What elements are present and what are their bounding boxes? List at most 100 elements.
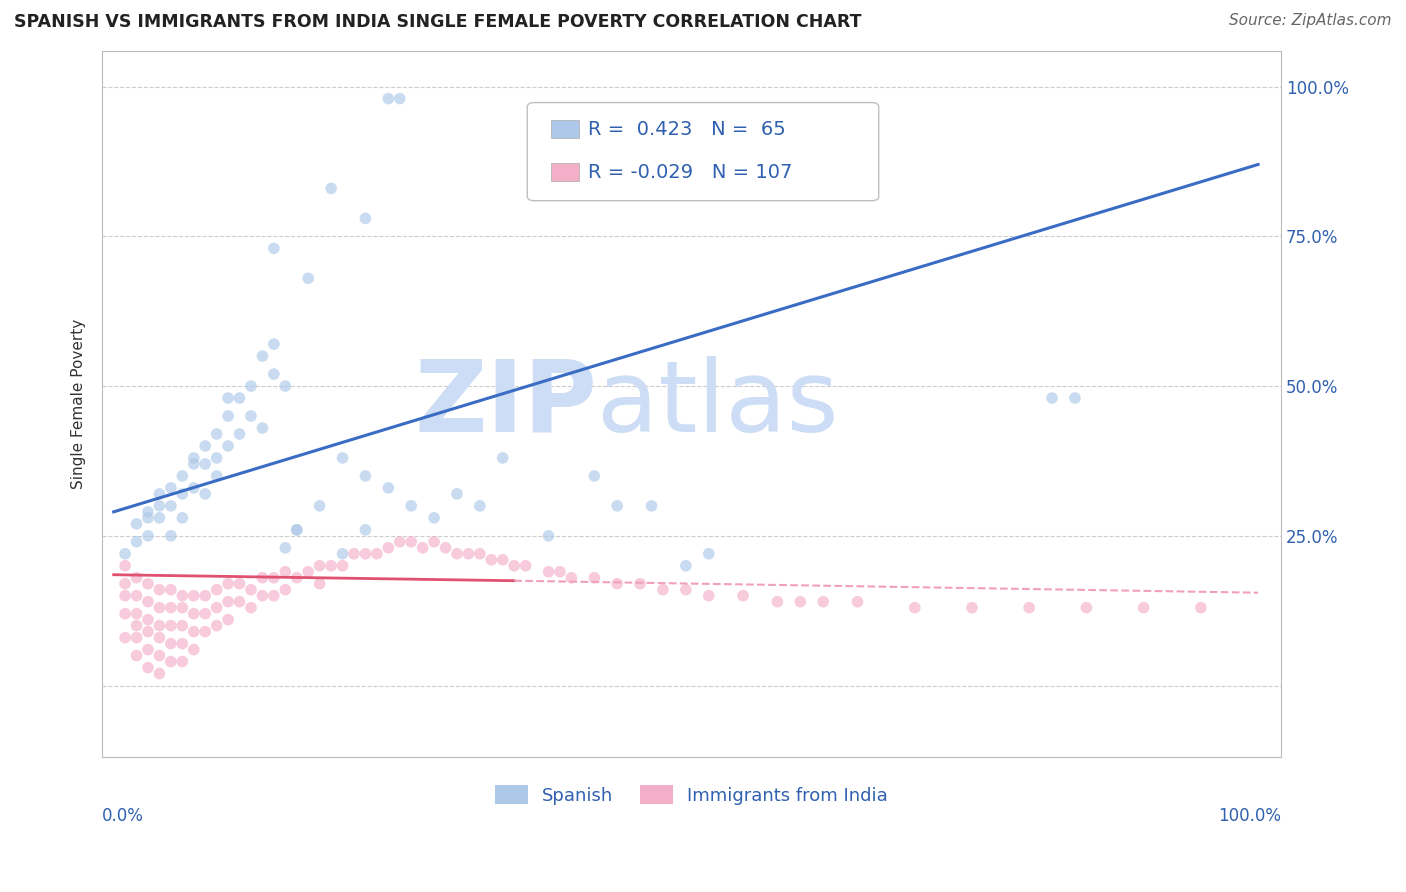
Point xyxy=(252,571,274,585)
Point xyxy=(766,595,789,609)
Point xyxy=(228,391,250,405)
Point xyxy=(606,499,628,513)
Text: R = -0.029   N = 107: R = -0.029 N = 107 xyxy=(588,162,792,182)
Point xyxy=(183,607,205,621)
Point xyxy=(446,487,468,501)
Point xyxy=(148,511,170,525)
Point xyxy=(274,541,297,555)
Point xyxy=(160,637,183,651)
Point xyxy=(114,589,136,603)
Point xyxy=(228,595,250,609)
Point xyxy=(492,450,515,465)
Point xyxy=(1076,600,1098,615)
Point xyxy=(205,450,228,465)
Point xyxy=(399,534,422,549)
Point xyxy=(183,624,205,639)
Point xyxy=(733,589,755,603)
Point xyxy=(183,457,205,471)
Point xyxy=(274,582,297,597)
Point xyxy=(399,499,422,513)
Point xyxy=(263,337,285,351)
Point xyxy=(1040,391,1063,405)
Point xyxy=(548,565,571,579)
Point xyxy=(412,541,434,555)
Point xyxy=(136,576,159,591)
Point xyxy=(252,349,274,363)
Point xyxy=(136,595,159,609)
Y-axis label: Single Female Poverty: Single Female Poverty xyxy=(72,319,86,489)
Point xyxy=(194,457,217,471)
Point xyxy=(217,576,239,591)
Point xyxy=(205,600,228,615)
Point xyxy=(194,624,217,639)
Point xyxy=(194,607,217,621)
Point xyxy=(205,582,228,597)
Point xyxy=(423,534,446,549)
Point xyxy=(125,534,148,549)
Point xyxy=(217,409,239,423)
Point xyxy=(308,499,330,513)
Point xyxy=(789,595,811,609)
Point xyxy=(252,421,274,435)
Point xyxy=(423,511,446,525)
Point xyxy=(114,576,136,591)
Point xyxy=(308,558,330,573)
Point xyxy=(240,409,263,423)
Point xyxy=(148,648,170,663)
Point xyxy=(492,553,515,567)
Point xyxy=(183,589,205,603)
Text: atlas: atlas xyxy=(598,356,839,452)
Point xyxy=(172,589,194,603)
Point xyxy=(194,439,217,453)
Text: R =  0.423   N =  65: R = 0.423 N = 65 xyxy=(588,120,786,139)
Point xyxy=(628,576,651,591)
Point xyxy=(183,642,205,657)
Point xyxy=(354,547,377,561)
Point xyxy=(640,499,662,513)
Point xyxy=(537,565,560,579)
Point xyxy=(160,481,183,495)
Point xyxy=(136,624,159,639)
Point xyxy=(136,505,159,519)
Point xyxy=(904,600,927,615)
Point xyxy=(457,547,479,561)
Point xyxy=(263,589,285,603)
Point xyxy=(697,589,720,603)
Point xyxy=(503,558,526,573)
Point xyxy=(194,589,217,603)
Point xyxy=(160,655,183,669)
Point xyxy=(172,637,194,651)
Point xyxy=(285,571,308,585)
Point xyxy=(960,600,983,615)
Point xyxy=(479,553,502,567)
Point xyxy=(114,631,136,645)
Point xyxy=(354,523,377,537)
Point xyxy=(114,607,136,621)
Point xyxy=(332,558,354,573)
Point xyxy=(388,92,411,106)
Point xyxy=(1132,600,1154,615)
Point xyxy=(354,469,377,483)
Point xyxy=(148,582,170,597)
Point xyxy=(125,516,148,531)
Point xyxy=(160,499,183,513)
Point xyxy=(274,379,297,393)
Point xyxy=(675,558,697,573)
Point xyxy=(183,450,205,465)
Point xyxy=(183,481,205,495)
Point xyxy=(114,558,136,573)
Point xyxy=(160,529,183,543)
Point xyxy=(252,589,274,603)
Point xyxy=(285,523,308,537)
Point xyxy=(240,379,263,393)
Point xyxy=(1189,600,1212,615)
Point xyxy=(114,547,136,561)
Point xyxy=(846,595,869,609)
Point xyxy=(172,618,194,632)
Point xyxy=(515,558,537,573)
Point xyxy=(297,271,319,285)
Point xyxy=(583,469,606,483)
Point xyxy=(240,582,263,597)
Point xyxy=(297,565,319,579)
Text: 100.0%: 100.0% xyxy=(1218,807,1281,825)
